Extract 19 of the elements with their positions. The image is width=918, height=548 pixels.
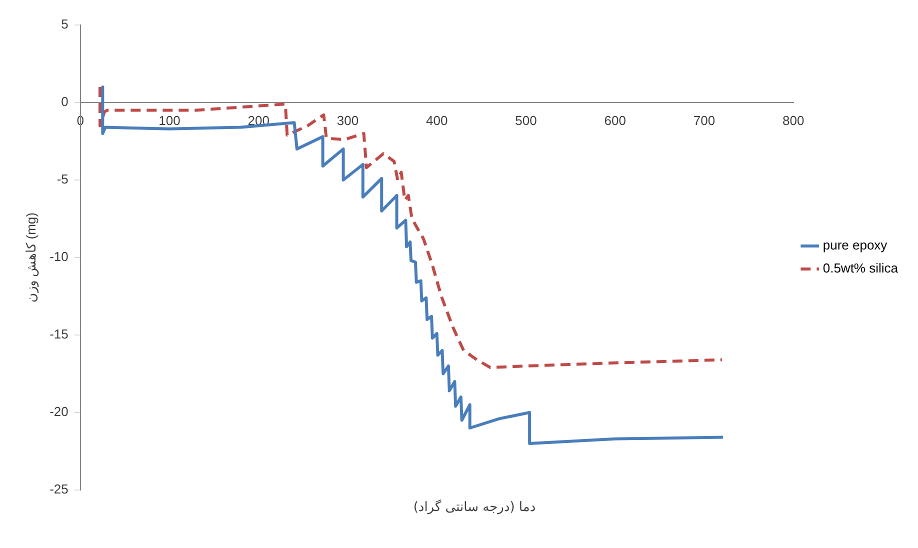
y-tick-label: -5 — [56, 172, 68, 187]
y-tick-label: -10 — [50, 249, 68, 264]
x-tick-label: 100 — [158, 112, 180, 128]
x-axis-title: دما (درجه سانتی گراد) — [412, 500, 537, 515]
x-tick-label: 500 — [515, 112, 537, 128]
x-tick-label: 300 — [336, 112, 359, 128]
line-series — [98, 86, 724, 370]
x-tick-label: 600 — [604, 112, 626, 128]
y-tick-label: -20 — [50, 404, 68, 420]
x-tick-label: 800 — [782, 112, 804, 128]
x-tick-label: 700 — [693, 112, 716, 128]
y-tick-label: 5 — [61, 16, 68, 32]
y-tick-label: 0 — [61, 94, 68, 110]
x-tick-label: 400 — [426, 112, 448, 128]
y-tick-label: -15 — [50, 326, 68, 342]
y-axis-title: کاهش وزن (mg) — [23, 212, 40, 302]
legend-label: pure epoxy — [822, 238, 888, 253]
y-tick-label: -25 — [50, 482, 68, 497]
legend-label: 0.5wt% silica — [822, 260, 899, 276]
